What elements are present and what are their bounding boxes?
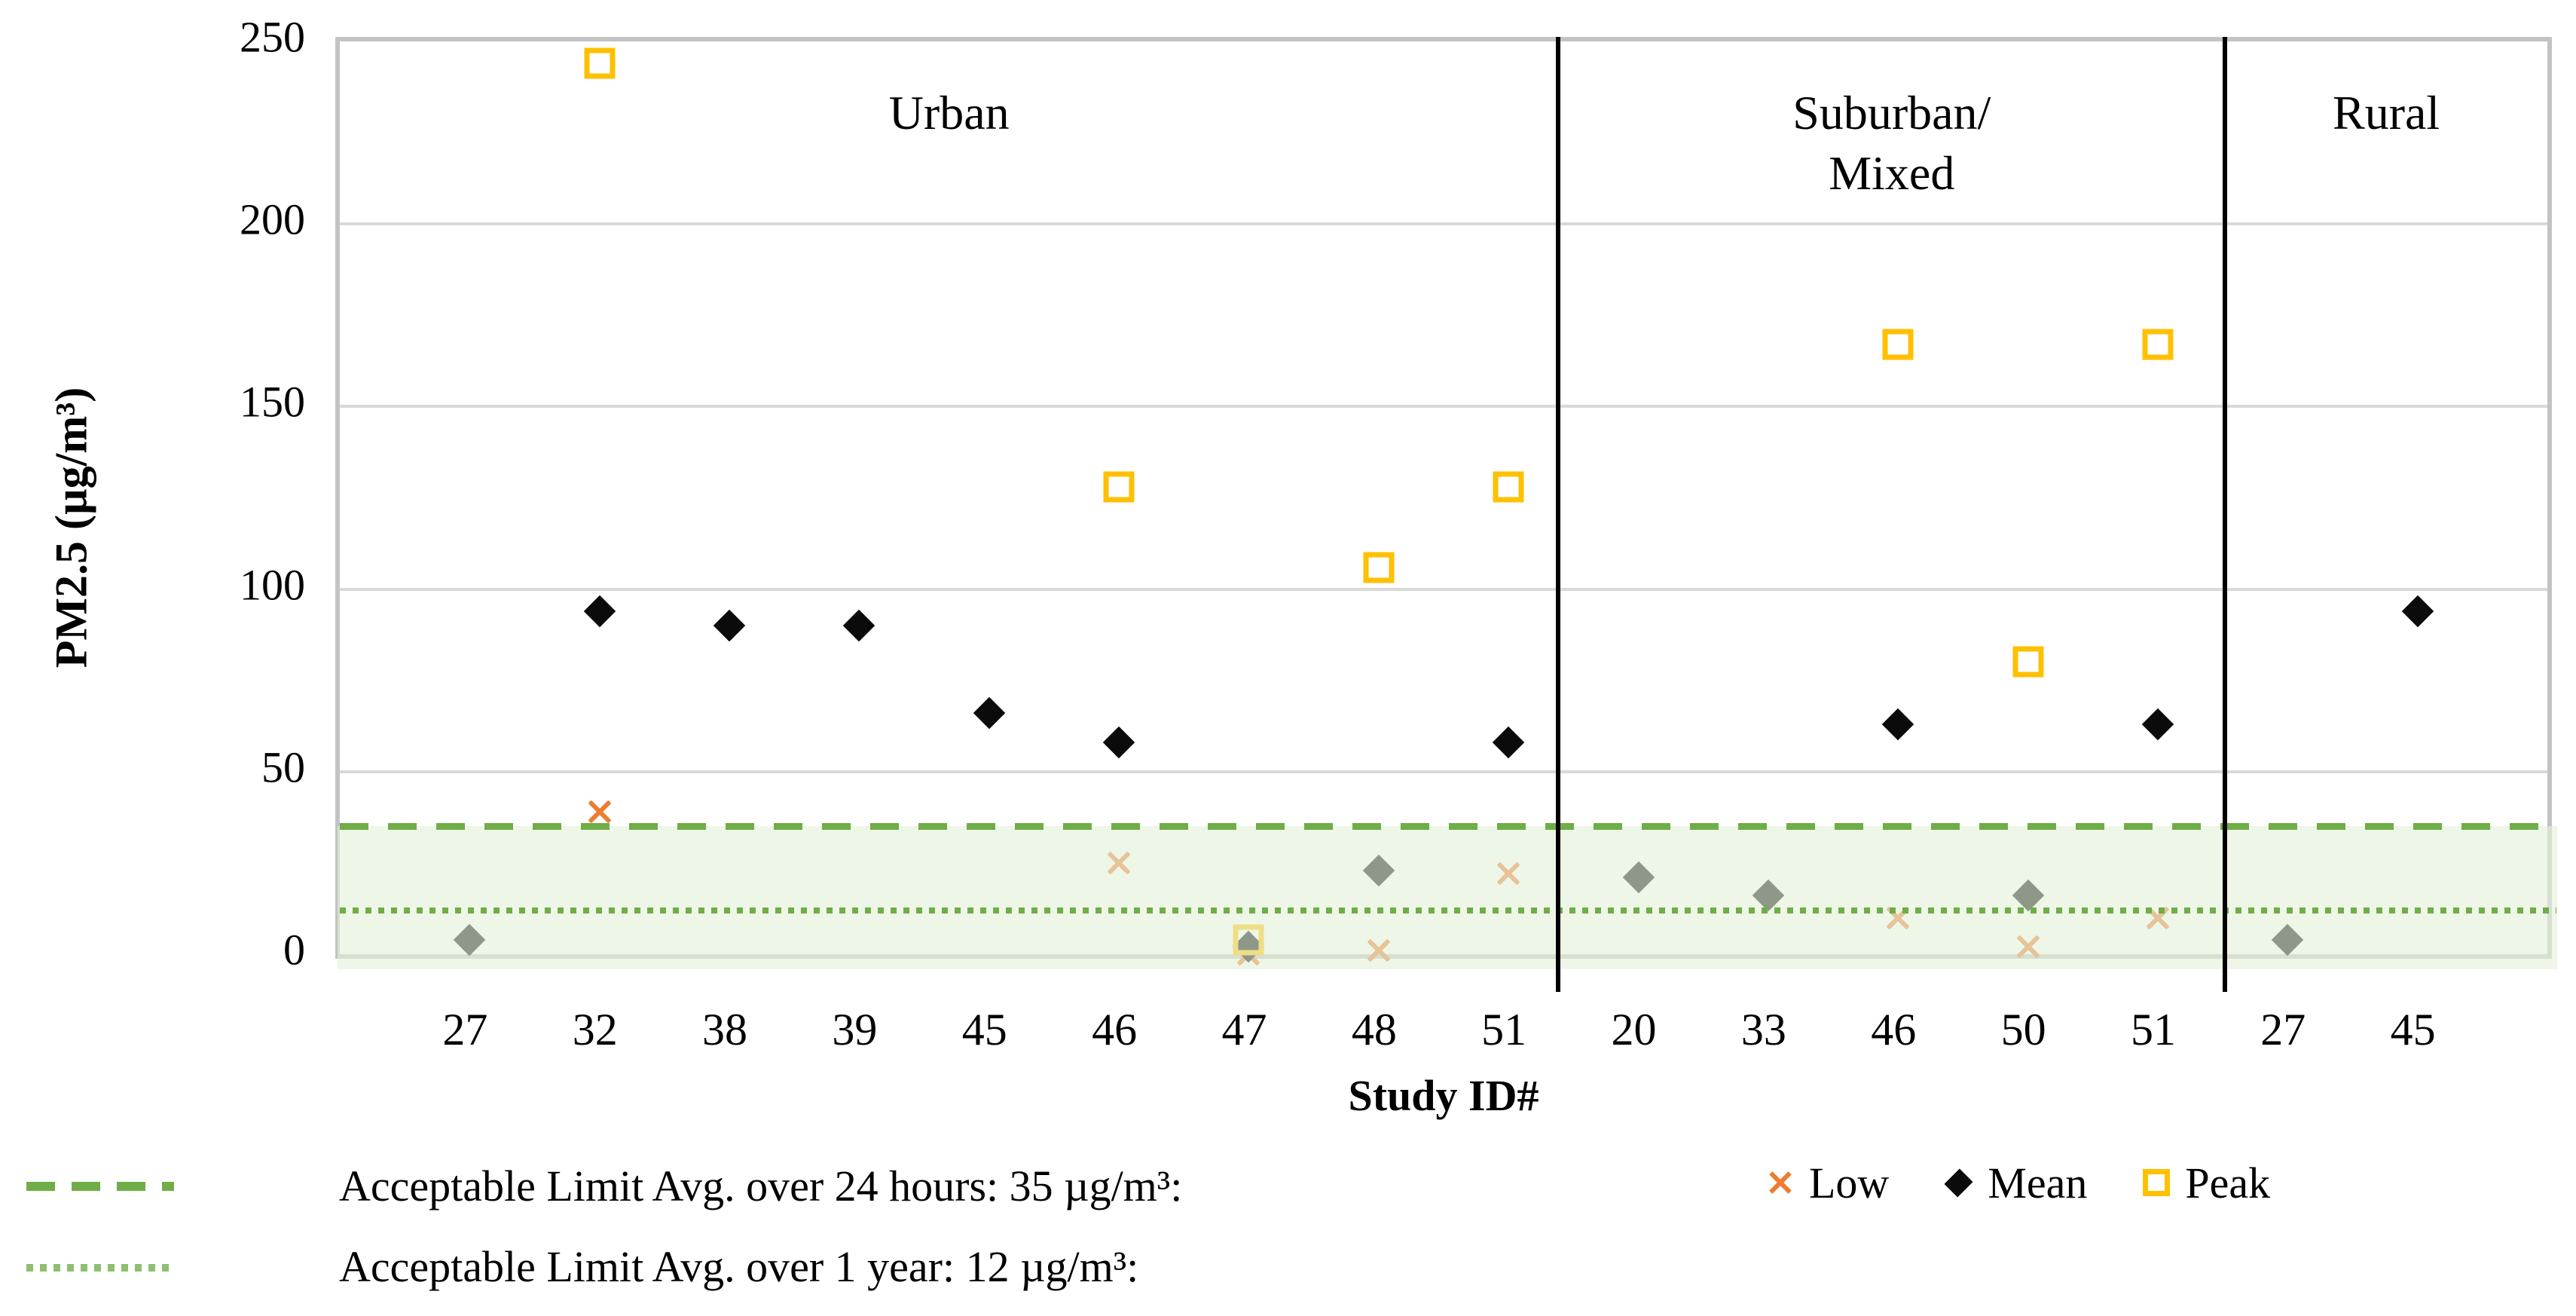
- y-axis-tick-labels: 0 50 100 150 200 250: [0, 13, 305, 975]
- marker-peak: [2142, 329, 2174, 360]
- y-tick-200: 200: [240, 194, 305, 244]
- y-tick-250: 250: [240, 12, 305, 62]
- marker-mean: [583, 595, 616, 627]
- low-x-icon: [1767, 1169, 1794, 1196]
- x-tick-48: 48: [1351, 1005, 1397, 1054]
- y-tick-100: 100: [240, 560, 305, 610]
- gridline-50: [340, 770, 2547, 773]
- acceptable-band: [338, 826, 2557, 969]
- y-tick-150: 150: [240, 377, 305, 427]
- peak-square-icon: [2143, 1169, 2171, 1196]
- marker-mean: [2401, 595, 2434, 627]
- section-separator-1: [1556, 37, 1561, 992]
- marker-peak: [1493, 471, 1524, 503]
- x-tick-46: 46: [1871, 1005, 1917, 1054]
- x-axis-tick-labels: 27 32 38 39 45 46 47 48 51 20 33 46 50 51 27 45: [335, 1004, 2552, 1064]
- x-tick-47: 47: [1221, 1005, 1267, 1054]
- section-label-rural: Rural: [2333, 86, 2440, 139]
- mean-diamond-icon: [1944, 1168, 1973, 1198]
- marker-mean: [1492, 726, 1525, 759]
- y-tick-50: 50: [261, 742, 305, 792]
- y-tick-0: 0: [283, 925, 305, 975]
- series-legend: Low Mean Peak: [1767, 1155, 2270, 1210]
- dotted-line-swatch-icon: [26, 1264, 174, 1272]
- marker-mean: [2141, 708, 2174, 741]
- marker-peak: [1882, 329, 1914, 360]
- legend-limit-24h-label: Acceptable Limit Avg. over 24 hours: 35 …: [339, 1161, 1183, 1210]
- series-legend-mean: Mean: [1944, 1158, 2088, 1208]
- series-legend-label: Peak: [2185, 1158, 2271, 1207]
- section-label-suburban: Suburban/ Mixed: [1792, 86, 1991, 200]
- marker-mean: [973, 697, 1005, 730]
- marker-peak: [1363, 552, 1395, 583]
- marker-mean: [1882, 708, 1914, 741]
- x-tick-45: 45: [961, 1005, 1007, 1054]
- gridline-100: [340, 587, 2547, 591]
- gridline-150: [340, 405, 2547, 409]
- legend-limit-1y-label: Acceptable Limit Avg. over 1 year: 12 µg…: [339, 1242, 1139, 1291]
- x-tick-46: 46: [1092, 1005, 1138, 1054]
- x-tick-27: 27: [442, 1005, 488, 1054]
- marker-mean: [1102, 726, 1135, 759]
- x-tick-45: 45: [2390, 1005, 2436, 1054]
- marker-low: [585, 797, 614, 826]
- series-legend-label: Low: [1809, 1158, 1890, 1207]
- x-tick-38: 38: [702, 1005, 748, 1054]
- gridline-200: [340, 222, 2547, 226]
- marker-mean: [713, 609, 746, 642]
- x-tick-20: 20: [1611, 1005, 1657, 1054]
- x-tick-27: 27: [2260, 1005, 2306, 1054]
- x-tick-32: 32: [572, 1005, 618, 1054]
- dashed-line-swatch-icon: [26, 1182, 174, 1191]
- x-tick-51: 51: [1481, 1005, 1527, 1054]
- plot-area: Urban Suburban/ Mixed Rural: [335, 37, 2557, 992]
- limit-line-1year: [340, 907, 2556, 914]
- x-tick-33: 33: [1740, 1005, 1786, 1054]
- marker-peak: [2012, 646, 2044, 678]
- marker-peak: [1103, 471, 1135, 503]
- series-legend-label: Mean: [1988, 1158, 2088, 1207]
- section-label-urban: Urban: [888, 86, 1010, 139]
- series-legend-low: Low: [1767, 1158, 1889, 1208]
- limit-line-24h: [340, 823, 2556, 831]
- section-separator-2: [2223, 37, 2228, 992]
- x-tick-50: 50: [2000, 1005, 2046, 1054]
- series-legend-peak: Peak: [2143, 1158, 2270, 1208]
- x-tick-39: 39: [832, 1005, 878, 1054]
- x-tick-51: 51: [2130, 1005, 2176, 1054]
- marker-mean: [843, 609, 875, 642]
- marker-peak: [584, 47, 616, 79]
- x-axis-title: Study ID#: [1348, 1071, 1539, 1120]
